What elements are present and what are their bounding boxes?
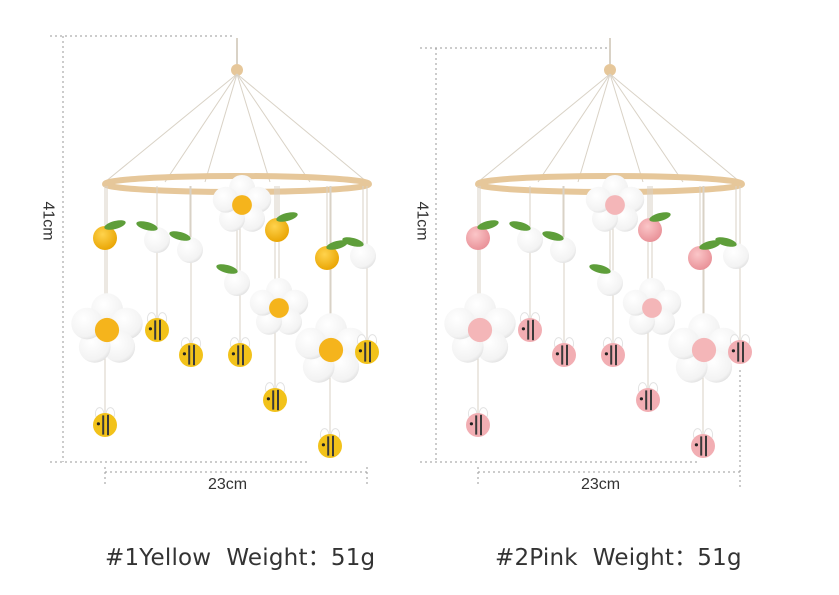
leaf xyxy=(326,240,348,250)
yellow-mobile xyxy=(71,38,379,458)
felt-ball xyxy=(638,218,662,242)
right-caption: #2Pink Weight：51g xyxy=(495,545,742,571)
leaf xyxy=(216,264,238,274)
felt-ball xyxy=(688,246,712,270)
felt-flower xyxy=(585,174,645,232)
felt-bee xyxy=(691,428,715,458)
leaf xyxy=(477,220,499,230)
felt-bee xyxy=(93,407,117,437)
white-felt-ball xyxy=(517,227,543,253)
felt-flower xyxy=(444,293,516,363)
felt-ball xyxy=(265,218,289,242)
white-felt-ball xyxy=(723,243,749,269)
left-caption: #1Yellow Weight：51g xyxy=(105,545,376,571)
felt-bee xyxy=(179,337,203,367)
felt-bee xyxy=(145,312,169,342)
right-height-label: 41cm xyxy=(413,201,431,241)
felt-bee xyxy=(263,382,287,412)
wood-bead xyxy=(604,64,616,76)
felt-bee xyxy=(636,382,660,412)
left-width-label: 23cm xyxy=(208,476,248,493)
leaf xyxy=(589,264,611,274)
white-felt-ball xyxy=(550,237,576,263)
leaf xyxy=(509,221,531,231)
leaf xyxy=(715,237,737,247)
felt-ball xyxy=(93,226,117,250)
dimension-lines xyxy=(50,35,741,487)
felt-bee xyxy=(466,407,490,437)
leaf xyxy=(276,212,298,222)
felt-bee xyxy=(355,334,379,364)
felt-bee xyxy=(228,337,252,367)
white-felt-ball xyxy=(144,227,170,253)
leaf xyxy=(136,221,158,231)
leaf xyxy=(169,231,191,241)
leaf xyxy=(649,212,671,222)
felt-flower xyxy=(249,277,309,335)
white-felt-ball xyxy=(597,270,623,296)
felt-bee xyxy=(318,428,342,458)
felt-bee xyxy=(518,312,542,342)
leaf xyxy=(342,237,364,247)
white-felt-ball xyxy=(224,270,250,296)
felt-bee xyxy=(601,337,625,367)
right-width-label: 23cm xyxy=(581,476,621,493)
leaf xyxy=(542,231,564,241)
felt-ball xyxy=(315,246,339,270)
felt-flower xyxy=(622,277,682,335)
wood-bead xyxy=(231,64,243,76)
leaf xyxy=(699,240,721,250)
pink-mobile xyxy=(444,38,752,458)
felt-ball xyxy=(466,226,490,250)
felt-bee xyxy=(552,337,576,367)
white-felt-ball xyxy=(177,237,203,263)
felt-flower xyxy=(71,293,143,363)
left-height-label: 41cm xyxy=(39,201,57,241)
felt-flower xyxy=(212,174,272,232)
leaf xyxy=(104,220,126,230)
white-felt-ball xyxy=(350,243,376,269)
felt-bee xyxy=(728,334,752,364)
